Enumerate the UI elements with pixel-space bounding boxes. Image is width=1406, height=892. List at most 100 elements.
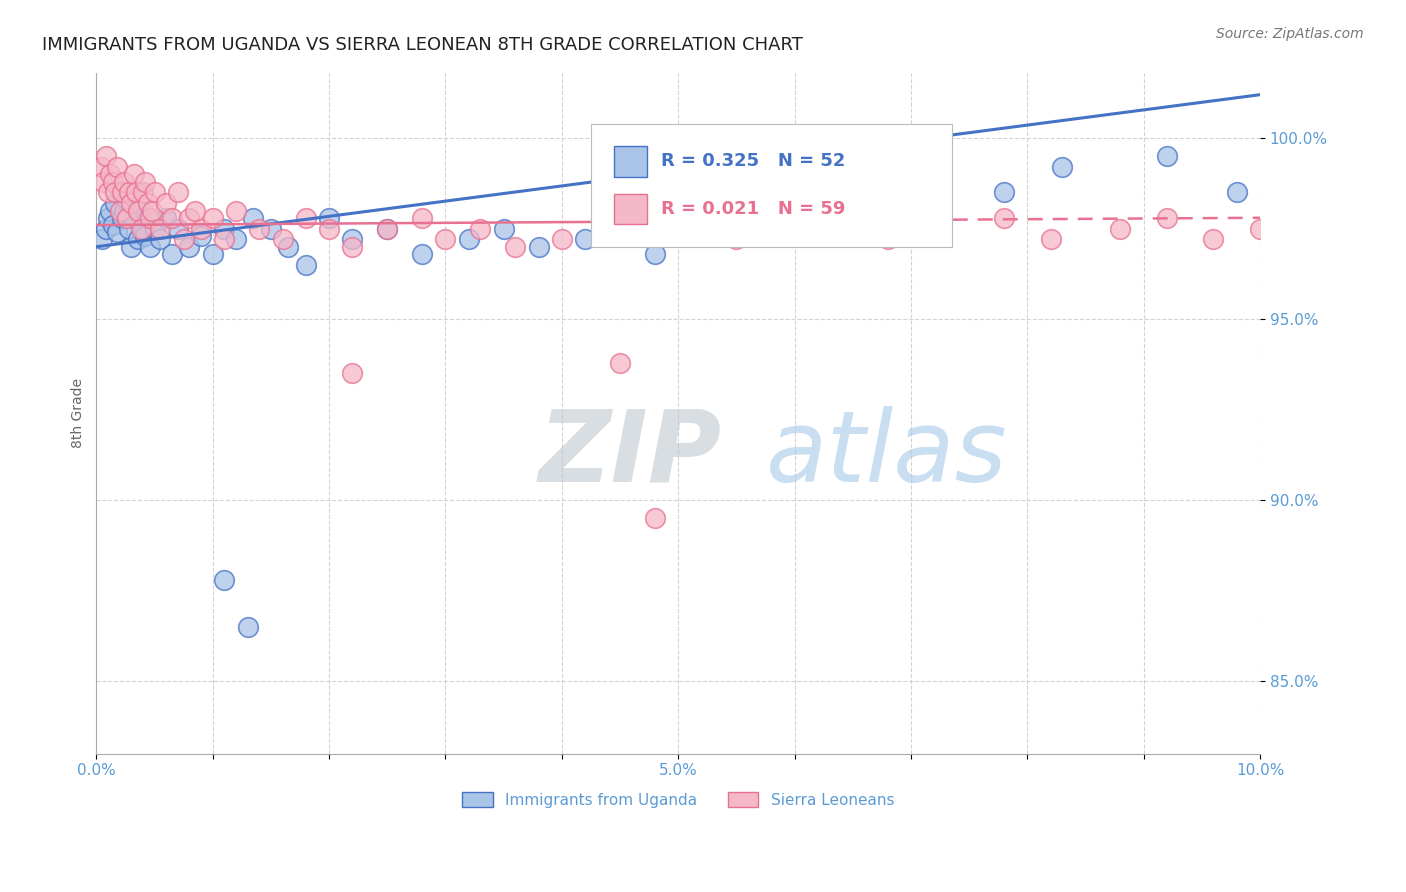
- Point: [527, 240, 550, 254]
- Point: [90, 160, 112, 174]
- Point: [807, 211, 830, 225]
- Point: [492, 221, 515, 235]
- Point: [666, 211, 689, 225]
- Point: [457, 232, 479, 246]
- Point: [922, 221, 945, 235]
- Point: [112, 175, 135, 189]
- Point: [134, 228, 156, 243]
- Point: [184, 203, 207, 218]
- Point: [225, 232, 247, 246]
- Point: [173, 232, 195, 246]
- Point: [166, 186, 188, 200]
- Point: [271, 232, 294, 246]
- Point: [342, 240, 364, 254]
- Point: [149, 232, 172, 246]
- Point: [214, 221, 236, 235]
- Point: [134, 175, 156, 189]
- Point: [503, 240, 526, 254]
- Point: [179, 211, 201, 225]
- Point: [761, 221, 783, 235]
- Point: [155, 196, 177, 211]
- Text: R = 0.021   N = 59: R = 0.021 N = 59: [661, 200, 845, 218]
- Text: R = 0.325   N = 52: R = 0.325 N = 52: [661, 153, 845, 170]
- Point: [247, 221, 270, 235]
- Point: [644, 247, 666, 261]
- Point: [132, 221, 155, 235]
- Point: [318, 221, 340, 235]
- Point: [91, 232, 114, 246]
- Point: [470, 221, 492, 235]
- Legend: Immigrants from Uganda, Sierra Leoneans: Immigrants from Uganda, Sierra Leoneans: [456, 786, 900, 814]
- Point: [690, 221, 713, 235]
- Y-axis label: 8th Grade: 8th Grade: [72, 378, 86, 449]
- Point: [105, 225, 128, 239]
- FancyBboxPatch shape: [614, 146, 647, 177]
- Point: [260, 221, 283, 235]
- Point: [112, 203, 135, 218]
- Point: [101, 218, 124, 232]
- Point: [105, 160, 128, 174]
- Point: [98, 167, 121, 181]
- Point: [295, 258, 318, 272]
- Point: [214, 232, 236, 246]
- Point: [236, 620, 259, 634]
- Point: [201, 211, 224, 225]
- Point: [125, 186, 148, 200]
- Point: [111, 186, 134, 200]
- Point: [201, 247, 224, 261]
- Point: [342, 367, 364, 381]
- Point: [411, 247, 433, 261]
- Point: [118, 221, 141, 235]
- Point: [149, 221, 172, 235]
- Point: [127, 203, 149, 218]
- Point: [120, 240, 142, 254]
- Point: [143, 221, 166, 235]
- Point: [225, 203, 247, 218]
- Point: [1249, 221, 1271, 235]
- Text: IMMIGRANTS FROM UGANDA VS SIERRA LEONEAN 8TH GRADE CORRELATION CHART: IMMIGRANTS FROM UGANDA VS SIERRA LEONEAN…: [42, 36, 803, 54]
- Point: [97, 211, 120, 225]
- Point: [609, 221, 631, 235]
- Point: [375, 221, 398, 235]
- Point: [104, 196, 127, 211]
- Point: [1156, 211, 1178, 225]
- Point: [783, 211, 806, 225]
- Point: [644, 511, 666, 525]
- Point: [120, 196, 142, 211]
- Point: [434, 232, 457, 246]
- Point: [143, 186, 166, 200]
- Point: [91, 175, 114, 189]
- Point: [97, 186, 120, 200]
- Point: [94, 221, 117, 235]
- Point: [139, 211, 162, 225]
- Point: [160, 247, 183, 261]
- Point: [1202, 232, 1225, 246]
- Point: [139, 240, 162, 254]
- Point: [108, 203, 131, 218]
- Point: [277, 240, 299, 254]
- Point: [132, 186, 155, 200]
- Point: [375, 221, 398, 235]
- Point: [166, 221, 188, 235]
- Point: [136, 211, 159, 225]
- FancyBboxPatch shape: [614, 194, 647, 225]
- Point: [160, 211, 183, 225]
- Point: [190, 228, 212, 243]
- Point: [108, 186, 131, 200]
- Point: [98, 203, 121, 218]
- Point: [115, 193, 138, 207]
- Point: [129, 221, 152, 235]
- FancyBboxPatch shape: [591, 124, 952, 246]
- Point: [922, 196, 945, 211]
- Point: [551, 232, 574, 246]
- Point: [129, 203, 152, 218]
- Text: atlas: atlas: [765, 406, 1007, 502]
- Point: [609, 355, 631, 369]
- Point: [111, 211, 134, 225]
- Point: [1156, 149, 1178, 163]
- Point: [1226, 186, 1249, 200]
- Text: Source: ZipAtlas.com: Source: ZipAtlas.com: [1216, 27, 1364, 41]
- Text: ZIP: ZIP: [538, 406, 721, 502]
- Point: [295, 211, 318, 225]
- Point: [1109, 221, 1132, 235]
